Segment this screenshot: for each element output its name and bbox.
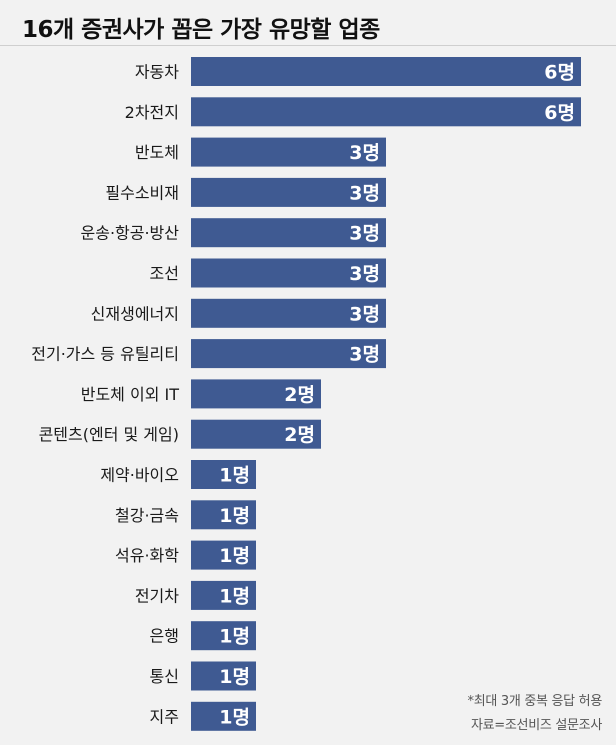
value-label: 1명: [219, 706, 250, 728]
value-label: 3명: [349, 223, 380, 245]
bar: [191, 500, 256, 530]
category-label: 운송·항공·방산: [81, 224, 180, 243]
category-label: 반도체: [135, 143, 179, 162]
bar: [191, 339, 386, 369]
value-label: 3명: [349, 344, 380, 366]
bar: [191, 298, 386, 328]
category-label: 지주: [150, 707, 179, 726]
category-label: 필수소비재: [105, 183, 179, 202]
value-label: 3명: [349, 142, 380, 164]
category-label: 석유·화학: [115, 546, 179, 565]
category-label: 2차전지: [125, 103, 179, 122]
category-label: 은행: [150, 627, 179, 646]
value-label: 2명: [284, 384, 315, 406]
category-label: 신재생에너지: [91, 304, 179, 323]
bar: [191, 540, 256, 570]
value-label: 1명: [219, 465, 250, 487]
category-label: 전기차: [135, 586, 179, 605]
bar: [191, 97, 581, 127]
bar: [191, 419, 321, 449]
value-label: 6명: [544, 102, 575, 124]
category-label: 반도체 이외 IT: [81, 385, 179, 404]
category-label: 콘텐츠(엔터 및 게임): [39, 425, 179, 444]
value-label: 1명: [219, 666, 250, 688]
category-label: 통신: [150, 667, 179, 686]
bar: [191, 580, 256, 610]
value-label: 1명: [219, 505, 250, 527]
value-label: 1명: [219, 545, 250, 567]
category-label: 제약·바이오: [100, 466, 179, 485]
category-label: 자동차: [135, 63, 179, 82]
bar: [191, 218, 386, 248]
value-label: 3명: [349, 182, 380, 204]
value-label: 1명: [219, 626, 250, 648]
source-note: 자료=조선비즈 설문조사: [470, 718, 602, 733]
category-label: 철강·금속: [115, 506, 179, 525]
bar: [191, 177, 386, 207]
category-label: 조선: [150, 264, 179, 283]
title-divider: [0, 45, 616, 46]
bar: [191, 460, 256, 489]
bar: [191, 379, 321, 409]
bar: [191, 258, 386, 288]
value-label: 3명: [349, 263, 380, 285]
bar: [191, 661, 256, 691]
bar: [191, 57, 581, 86]
value-label: 3명: [349, 303, 380, 325]
bar: [191, 137, 386, 167]
value-label: 2명: [284, 424, 315, 446]
category-label: 전기·가스 등 유틸리티: [31, 345, 179, 364]
footnote: *최대 3개 중복 응답 허용: [467, 694, 603, 709]
bar: [191, 621, 256, 651]
value-label: 1명: [219, 585, 250, 607]
value-label: 6명: [544, 62, 575, 84]
chart-title: 16개 증권사가 꼽은 가장 유망할 업종: [22, 17, 380, 43]
bar: [191, 701, 256, 731]
